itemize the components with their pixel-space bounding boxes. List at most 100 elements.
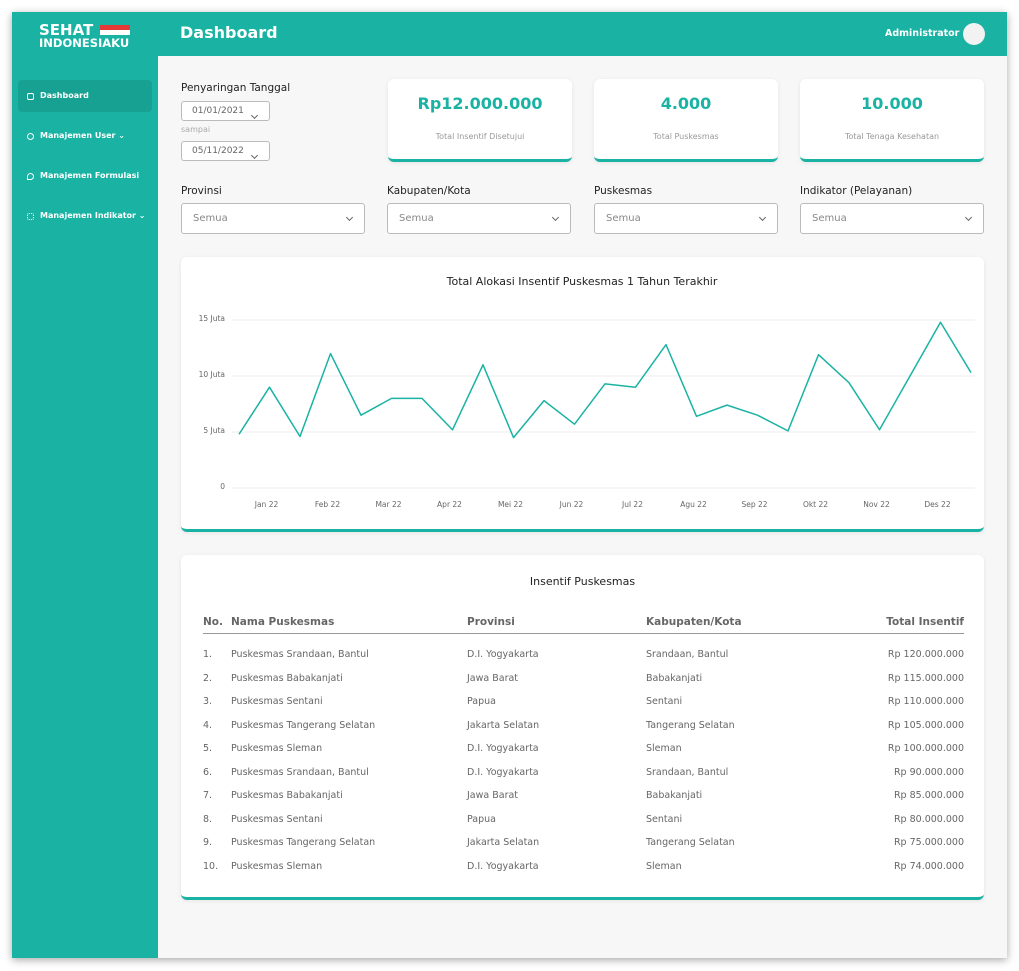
stat-value: 10.000 bbox=[861, 94, 923, 113]
table-cell: Rp 90.000.000 bbox=[893, 766, 964, 778]
table-cell: D.I. Yogyakarta bbox=[467, 743, 539, 754]
avatar[interactable] bbox=[963, 23, 985, 45]
table-cell: Puskesmas Srandaan, Bantul bbox=[231, 649, 369, 660]
table-cell: Rp 75.000.000 bbox=[893, 837, 964, 848]
table-cell: D.I. Yogyakarta bbox=[467, 860, 539, 872]
table-cell: Rp 100.000.000 bbox=[887, 743, 964, 754]
x-tick-label: Sep 22 bbox=[741, 500, 767, 509]
nav-label: Dashboard bbox=[40, 91, 89, 100]
brand-line: SEHAT bbox=[39, 21, 94, 39]
table-cell: Puskesmas Tangerang Selatan bbox=[231, 719, 376, 731]
table-cell: Jawa Barat bbox=[467, 790, 519, 801]
table-cell: 6. bbox=[203, 766, 213, 778]
table-header: Nama Puskesmas bbox=[231, 616, 335, 628]
header: Dashboard Administrator bbox=[158, 12, 1007, 56]
table-cell: Babakanjati bbox=[646, 672, 703, 684]
line-series bbox=[238, 321, 972, 439]
table-cell: Tangerang Selatan bbox=[646, 719, 735, 731]
table-cell: Babakanjati bbox=[646, 790, 703, 801]
table-cell: 1. bbox=[203, 649, 213, 660]
nav-item[interactable]: Manajemen User ⌄ bbox=[18, 120, 152, 152]
table-cell: Sleman bbox=[646, 743, 682, 754]
table-cell: Rp 115.000.000 bbox=[887, 672, 964, 684]
stat-label: Total Puskesmas bbox=[653, 132, 719, 141]
table-cell: Rp 120.000.000 bbox=[887, 649, 964, 660]
nav-label: Manajemen Formulasi bbox=[40, 171, 140, 180]
table-cell: 5. bbox=[203, 743, 213, 754]
filter-select[interactable]: Semua bbox=[594, 203, 778, 234]
table-cell: Puskesmas Sentani bbox=[231, 696, 323, 707]
table-cell: 3. bbox=[203, 696, 213, 707]
table-cell: 7. bbox=[203, 790, 213, 801]
table-title: Insentif Puskesmas bbox=[529, 575, 636, 588]
table-header: Total Insentif bbox=[886, 616, 964, 628]
table-cell: 10. bbox=[203, 860, 219, 872]
x-tick-label: Nov 22 bbox=[863, 500, 890, 509]
x-tick-label: Des 22 bbox=[924, 500, 950, 509]
filter-select[interactable]: Semua bbox=[800, 203, 984, 234]
table-cell: Papua bbox=[467, 696, 496, 707]
y-tick-label: 5 Juta bbox=[203, 426, 225, 435]
table-cell: Puskesmas Sentani bbox=[231, 813, 323, 825]
sidebar: SEHAT INDONESIAKU Dashboard Manajemen Us… bbox=[12, 12, 158, 958]
filter-label: Kabupaten/Kota bbox=[387, 185, 471, 197]
brand-line: INDONESIAKU bbox=[39, 36, 130, 50]
chart-title: Total Alokasi Insentif Puskesmas 1 Tahun… bbox=[446, 275, 718, 288]
x-tick-label: Apr 22 bbox=[437, 500, 462, 509]
x-tick-label: Agu 22 bbox=[680, 500, 707, 509]
y-tick-label: 10 Juta bbox=[199, 370, 225, 379]
table-cell: Rp 74.000.000 bbox=[893, 860, 964, 872]
table-cell: Puskesmas Sleman bbox=[231, 860, 323, 872]
table-cell: Jakarta Selatan bbox=[467, 837, 540, 848]
stat-label: Total Insentif Disetujui bbox=[435, 132, 525, 141]
table-cell: Rp 80.000.000 bbox=[893, 813, 964, 825]
user-name[interactable]: Administrator bbox=[885, 28, 960, 39]
table-cell: Rp 105.000.000 bbox=[887, 719, 964, 731]
x-tick-label: Mei 22 bbox=[498, 500, 523, 509]
x-tick-label: Okt 22 bbox=[803, 500, 828, 509]
chart-card: Total Alokasi Insentif Puskesmas 1 Tahun… bbox=[181, 257, 984, 532]
date-from[interactable]: 01/01/2021 bbox=[181, 101, 270, 121]
nav-label: Manajemen Indikator bbox=[40, 211, 136, 220]
chart: Total Alokasi Insentif Puskesmas 1 Tahun… bbox=[199, 275, 975, 509]
table-header: Kabupaten/Kota bbox=[646, 616, 742, 628]
x-tick-label: Jan 22 bbox=[254, 500, 279, 509]
table-cell: Srandaan, Bantul bbox=[646, 649, 729, 660]
date-sep: sampai bbox=[181, 125, 211, 134]
table-cell: Puskesmas Tangerang Selatan bbox=[231, 837, 376, 848]
nav-item[interactable]: Manajemen Indikator ⌄ bbox=[18, 200, 152, 232]
y-tick-label: 15 Juta bbox=[199, 314, 225, 323]
filter-select[interactable]: Semua bbox=[181, 203, 365, 234]
table-cell: 9. bbox=[203, 837, 213, 848]
table-cell: Jakarta Selatan bbox=[467, 719, 540, 731]
y-tick-label: 0 bbox=[220, 482, 225, 491]
date-to[interactable]: 05/11/2022 bbox=[181, 141, 270, 161]
table-card: Insentif Puskesmas No. Nama Puskesmas Prov… bbox=[181, 555, 984, 900]
table-cell: D.I. Yogyakarta bbox=[467, 766, 539, 778]
x-tick-label: Jul 22 bbox=[621, 500, 643, 509]
table-cell: Puskesmas Srandaan, Bantul bbox=[231, 766, 369, 778]
table-cell: Sentani bbox=[646, 696, 683, 707]
page-title: Dashboard bbox=[180, 23, 278, 42]
x-tick-label: Jun 22 bbox=[559, 500, 584, 509]
stat-card: 10.000 Total Tenaga Kesehatan bbox=[800, 79, 984, 162]
table-cell: D.I. Yogyakarta bbox=[467, 649, 539, 660]
stat-label: Total Tenaga Kesehatan bbox=[844, 132, 940, 141]
nav-item[interactable]: Manajemen Formulasi bbox=[18, 160, 152, 192]
filter-select[interactable]: Semua bbox=[387, 203, 571, 234]
table-cell: Rp 85.000.000 bbox=[893, 790, 964, 801]
nav-label: Manajemen User bbox=[40, 131, 116, 140]
table-cell: Jawa Barat bbox=[467, 672, 519, 684]
flag-red bbox=[100, 25, 130, 30]
date-value: 01/01/2021 bbox=[192, 106, 244, 116]
table-cell: 8. bbox=[203, 813, 213, 825]
table-cell: Papua bbox=[467, 813, 496, 825]
table-cell: Srandaan, Bantul bbox=[646, 766, 729, 778]
table-rule bbox=[203, 633, 964, 634]
nav-item[interactable]: Dashboard bbox=[18, 80, 152, 112]
x-tick-label: Feb 22 bbox=[315, 500, 340, 509]
flag-white bbox=[100, 30, 130, 35]
date-label: Penyaringan Tanggal bbox=[181, 82, 291, 94]
date-value: 05/11/2022 bbox=[192, 146, 244, 156]
filter-label: Provinsi bbox=[181, 185, 222, 197]
